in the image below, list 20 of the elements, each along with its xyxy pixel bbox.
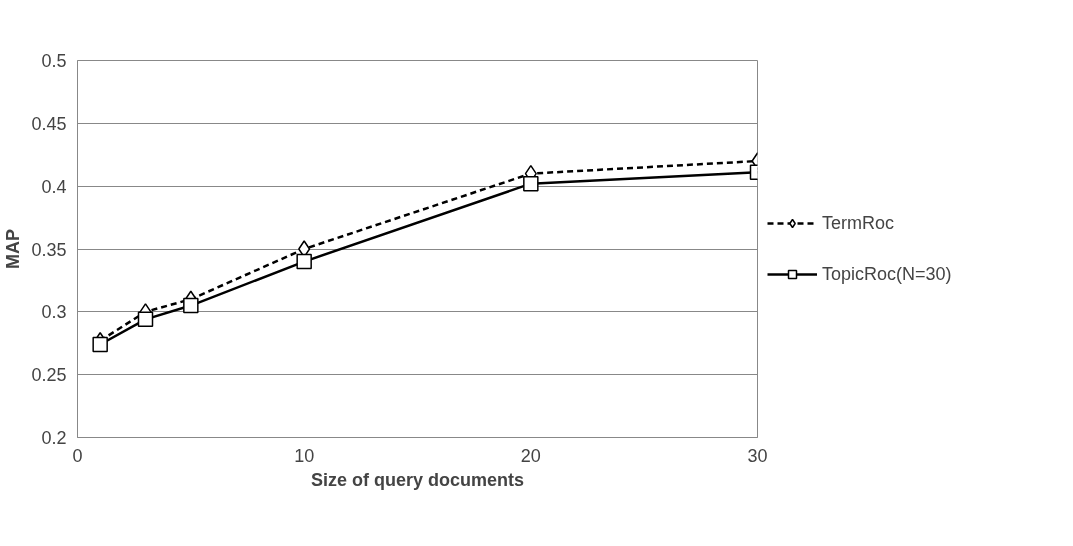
x-tick-label: 10: [294, 445, 315, 466]
x-tick-label: 20: [520, 445, 541, 466]
y-tick-label: 0.3: [41, 302, 67, 323]
legend-label: TermRoc: [822, 212, 895, 234]
y-tick-label: 0.2: [41, 428, 67, 448]
x-tick-label: 30: [747, 445, 768, 466]
point: [296, 253, 312, 270]
legend-label: TopicRoc(N=30): [822, 263, 952, 285]
point: [92, 336, 108, 353]
y-tick-label: 0.45: [31, 113, 67, 134]
y-axis-title: MAP: [3, 229, 24, 269]
y-tick-label: 0.5: [41, 51, 67, 71]
y-tick-label: 0.4: [41, 176, 67, 197]
y-tick-label: 0.35: [31, 239, 67, 260]
point: [183, 297, 199, 314]
x-tick-label: 0: [72, 445, 83, 466]
point: [137, 311, 154, 328]
point: [523, 175, 539, 192]
y-tick-label: 0.25: [31, 365, 67, 386]
x-axis-title: Size of query documents: [310, 469, 525, 490]
